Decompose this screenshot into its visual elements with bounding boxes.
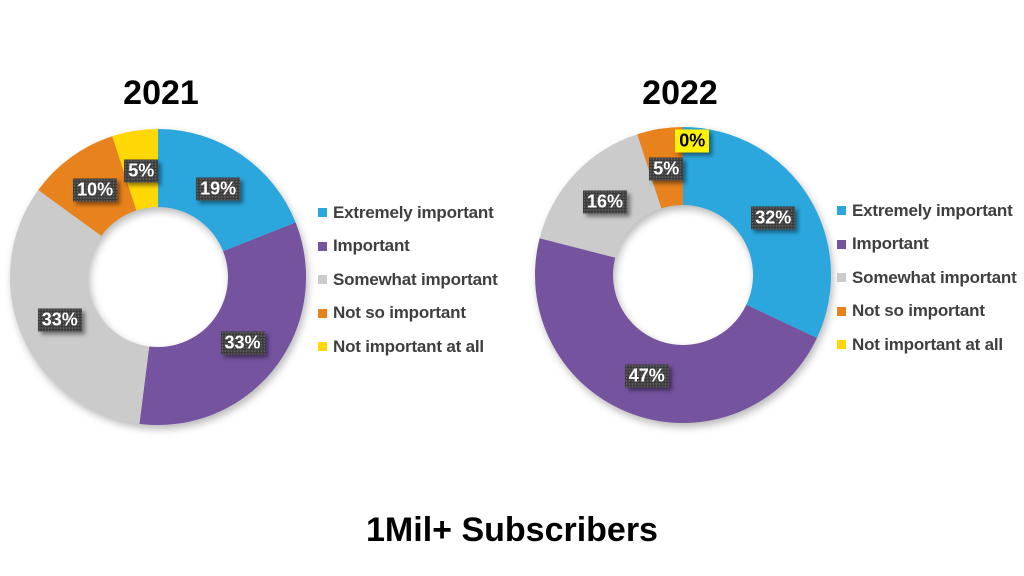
legend-item-not-important-at-all: Not important at all <box>318 330 498 364</box>
legend-item-important: Important <box>837 228 1017 262</box>
legend-label: Somewhat important <box>333 269 498 289</box>
data-label-2022-not-so-important: 5% <box>649 157 684 181</box>
legend-item-important: Important <box>318 230 498 264</box>
legend-label: Not important at all <box>852 334 1003 354</box>
legend-item-not-so-important: Not so important <box>837 295 1017 329</box>
legend-swatch-icon <box>318 241 327 251</box>
data-label-2021-not-so-important: 10% <box>73 178 118 202</box>
right-chart-title: 2022 <box>642 74 718 112</box>
data-label-2022-important: 47% <box>624 364 669 388</box>
left-chart-legend: Extremely important Important Somewhat imp… <box>318 196 498 364</box>
slice-2021-important <box>139 222 307 425</box>
donut-rings-2022 <box>535 127 831 423</box>
legend-item-not-so-important: Not so important <box>318 297 498 331</box>
legend-swatch-icon <box>837 306 846 316</box>
legend-label: Extremely important <box>333 202 494 222</box>
data-label-2022-somewhat-important: 16% <box>582 190 628 214</box>
legend-label: Somewhat important <box>852 267 1017 287</box>
slice-2022-important <box>535 238 817 423</box>
legend-label: Extremely important <box>852 200 1013 220</box>
data-label-2021-important: 33% <box>220 331 265 355</box>
legend-label: Important <box>852 234 929 254</box>
data-label-2021-not-important-at-all: 5% <box>124 159 159 183</box>
donut-rings-2021 <box>10 129 307 425</box>
data-label-2021-somewhat-important: 33% <box>37 308 82 331</box>
legend-swatch-icon <box>837 239 846 249</box>
bottom-title: 1Mil+ Subscribers <box>366 511 658 549</box>
left-chart-title: 2021 <box>123 74 199 112</box>
legend-swatch-icon <box>318 275 327 285</box>
legend-label: Not so important <box>333 303 466 323</box>
legend-item-extremely-important: Extremely important <box>837 194 1017 228</box>
right-donut-chart <box>523 115 843 435</box>
legend-label: Not important at all <box>333 336 484 356</box>
legend-swatch-icon <box>837 340 846 350</box>
legend-swatch-icon <box>318 308 327 318</box>
slice-2021-somewhat-important <box>10 190 150 424</box>
data-label-2021-extremely-important: 19% <box>196 177 241 200</box>
data-label-2022-extremely-important: 32% <box>751 206 796 230</box>
legend-swatch-icon <box>837 273 846 283</box>
legend-item-not-important-at-all: Not important at all <box>837 328 1017 362</box>
legend-item-somewhat-important: Somewhat important <box>318 263 498 297</box>
legend-item-extremely-important: Extremely important <box>318 196 498 230</box>
legend-label: Not so important <box>852 301 985 321</box>
legend-label: Important <box>333 236 410 256</box>
slice-2022-extremely-important <box>683 127 831 339</box>
right-chart-legend: Extremely important Important Somewhat imp… <box>837 194 1017 362</box>
legend-swatch-icon <box>837 206 846 216</box>
data-label-2022-not-important-at-all: 0% <box>675 129 710 153</box>
legend-swatch-icon <box>318 208 327 218</box>
legend-swatch-icon <box>318 342 327 352</box>
legend-item-somewhat-important: Somewhat important <box>837 261 1017 295</box>
left-donut-chart <box>0 117 318 437</box>
